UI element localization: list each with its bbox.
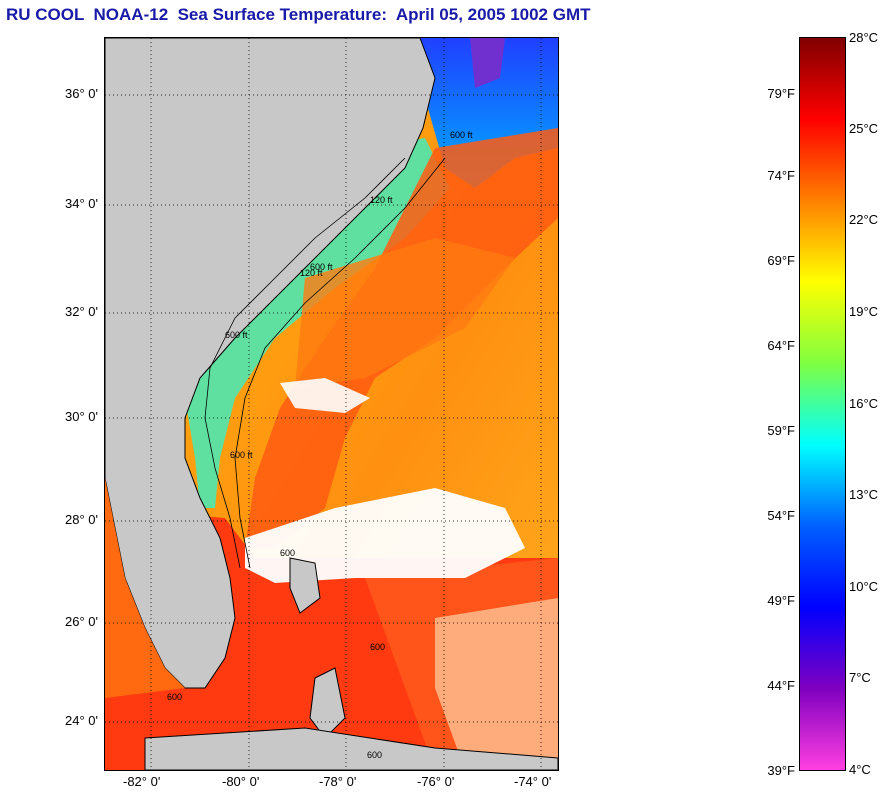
isobath-120ft [204,157,406,569]
land-cuba [144,727,558,770]
sst-map[interactable]: 120 ft 600 ft 600 ft 120 ft 600 ft 600 f… [104,37,559,771]
lat-label-32: 32° 0' [65,304,98,319]
isobath-600ft [234,157,446,569]
lat-label-26: 26° 0' [65,614,98,629]
colorbar-f-label: 74°F [767,168,795,183]
colorbar-f-label: 69°F [767,253,795,268]
island-andros [309,667,346,739]
contour-label: 600 ft [310,262,333,272]
contour-label: 600 [280,548,295,558]
contour-label: 120 ft [300,268,323,278]
cloud-haze [435,598,558,770]
colorbar-c-label: 19°C [849,304,879,319]
cloud-band [245,488,525,583]
gulf-of-mexico [105,478,185,698]
colorbar-f-label: 39°F [767,763,795,778]
colorbar-c-label: 10°C [849,579,879,594]
lon-label-74: -74° 0' [514,774,552,789]
contour-label: 600 [167,692,182,702]
colorbar-c-label: 7°C [849,670,871,685]
colorbar-c-label: 22°C [849,212,879,227]
lon-label-80: -80° 0' [222,774,260,789]
lat-label-36: 36° 0' [65,86,98,101]
colorbar-c-label: 16°C [849,396,879,411]
map-title: RU COOL NOAA-12 Sea Surface Temperature:… [6,5,591,24]
temperature-colorbar [799,37,846,771]
cold-water-purple [470,38,505,88]
colorbar-c-label: 4°C [849,762,871,777]
sst-map-svg: 120 ft 600 ft 600 ft 120 ft 600 ft 600 f… [105,38,558,770]
lat-label-24: 24° 0' [65,713,98,728]
lon-label-78: -78° 0' [319,774,357,789]
contour-label: 600 ft [450,130,473,140]
colorbar-f-label: 79°F [767,86,795,101]
island-grand-bahama [289,557,321,614]
lat-label-30: 30° 0' [65,409,98,424]
colorbar-f-label: 59°F [767,423,795,438]
lat-label-34: 34° 0' [65,196,98,211]
contour-label: 600 [370,642,385,652]
colorbar-f-label: 54°F [767,508,795,523]
colorbar-f-label: 49°F [767,593,795,608]
shelf-water [185,138,450,508]
contour-label: 600 [367,750,382,760]
lat-label-28: 28° 0' [65,512,98,527]
contour-label: 600 ft [230,450,253,460]
lon-label-76: -76° 0' [417,774,455,789]
contour-label: 600 ft [225,330,248,340]
colorbar-c-label: 28°C [849,30,879,45]
colorbar-f-label: 44°F [767,678,795,693]
colorbar-c-label: 13°C [849,487,879,502]
contour-label: 120 ft [370,195,393,205]
cloud-patch [280,378,370,413]
lon-label-82: -82° 0' [123,774,161,789]
colorbar-c-label: 25°C [849,121,879,136]
colorbar-f-label: 64°F [767,338,795,353]
